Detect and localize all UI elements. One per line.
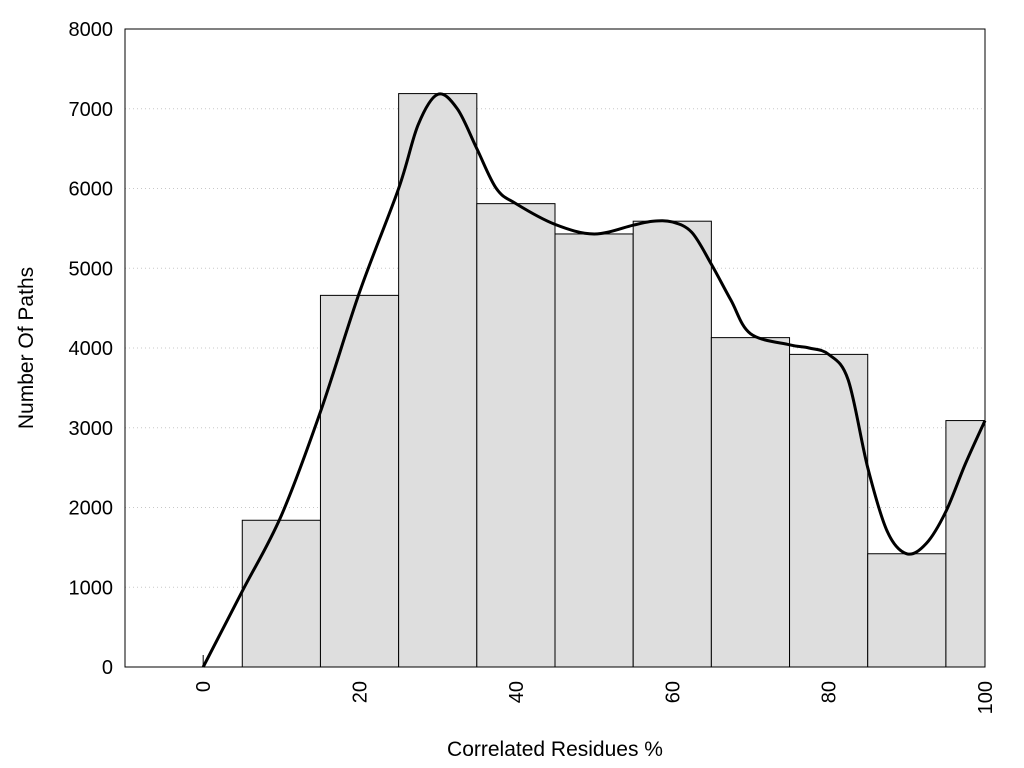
x-tick-label: 80 — [819, 681, 841, 703]
density-curve — [201, 92, 987, 668]
x-tick-label: 60 — [662, 681, 684, 703]
y-tick-label: 5000 — [69, 258, 114, 280]
x-tick-label: 20 — [350, 681, 372, 703]
histogram-bar — [710, 337, 791, 668]
density-curve-group — [201, 92, 987, 668]
y-axis-title: Number Of Paths — [15, 267, 38, 429]
y-tick-label: 1000 — [69, 577, 114, 599]
plot-frame — [124, 28, 986, 668]
histogram-bar — [867, 553, 947, 668]
histogram-bar — [241, 519, 321, 668]
y-axis-ticks: 0 1000 2000 3000 4000 5000 6000 7000 8000 — [69, 19, 114, 679]
histogram-bar — [476, 203, 556, 668]
x-tick-label: 0 — [193, 681, 215, 692]
histogram-bar — [319, 294, 400, 668]
x-axis-ticks: 0 20 40 60 80 100 — [193, 681, 997, 714]
y-tick-label: 8000 — [69, 19, 114, 41]
y-tick-label: 2000 — [69, 498, 114, 520]
histogram-bar — [398, 93, 478, 668]
x-tick-label: 100 — [975, 681, 997, 714]
y-tick-label: 6000 — [69, 179, 114, 201]
bars — [241, 93, 986, 668]
histogram-bar — [554, 233, 634, 668]
x-tick-label: 40 — [506, 681, 528, 703]
histogram-bar — [632, 220, 712, 668]
x-axis-title: Correlated Residues % — [447, 738, 663, 761]
y-tick-label: 3000 — [69, 418, 114, 440]
histogram-bar — [789, 353, 869, 668]
y-tick-label: 7000 — [69, 99, 114, 121]
y-tick-label: 4000 — [69, 338, 114, 360]
histogram-bar — [945, 420, 986, 668]
y-tick-label: 0 — [102, 657, 113, 679]
